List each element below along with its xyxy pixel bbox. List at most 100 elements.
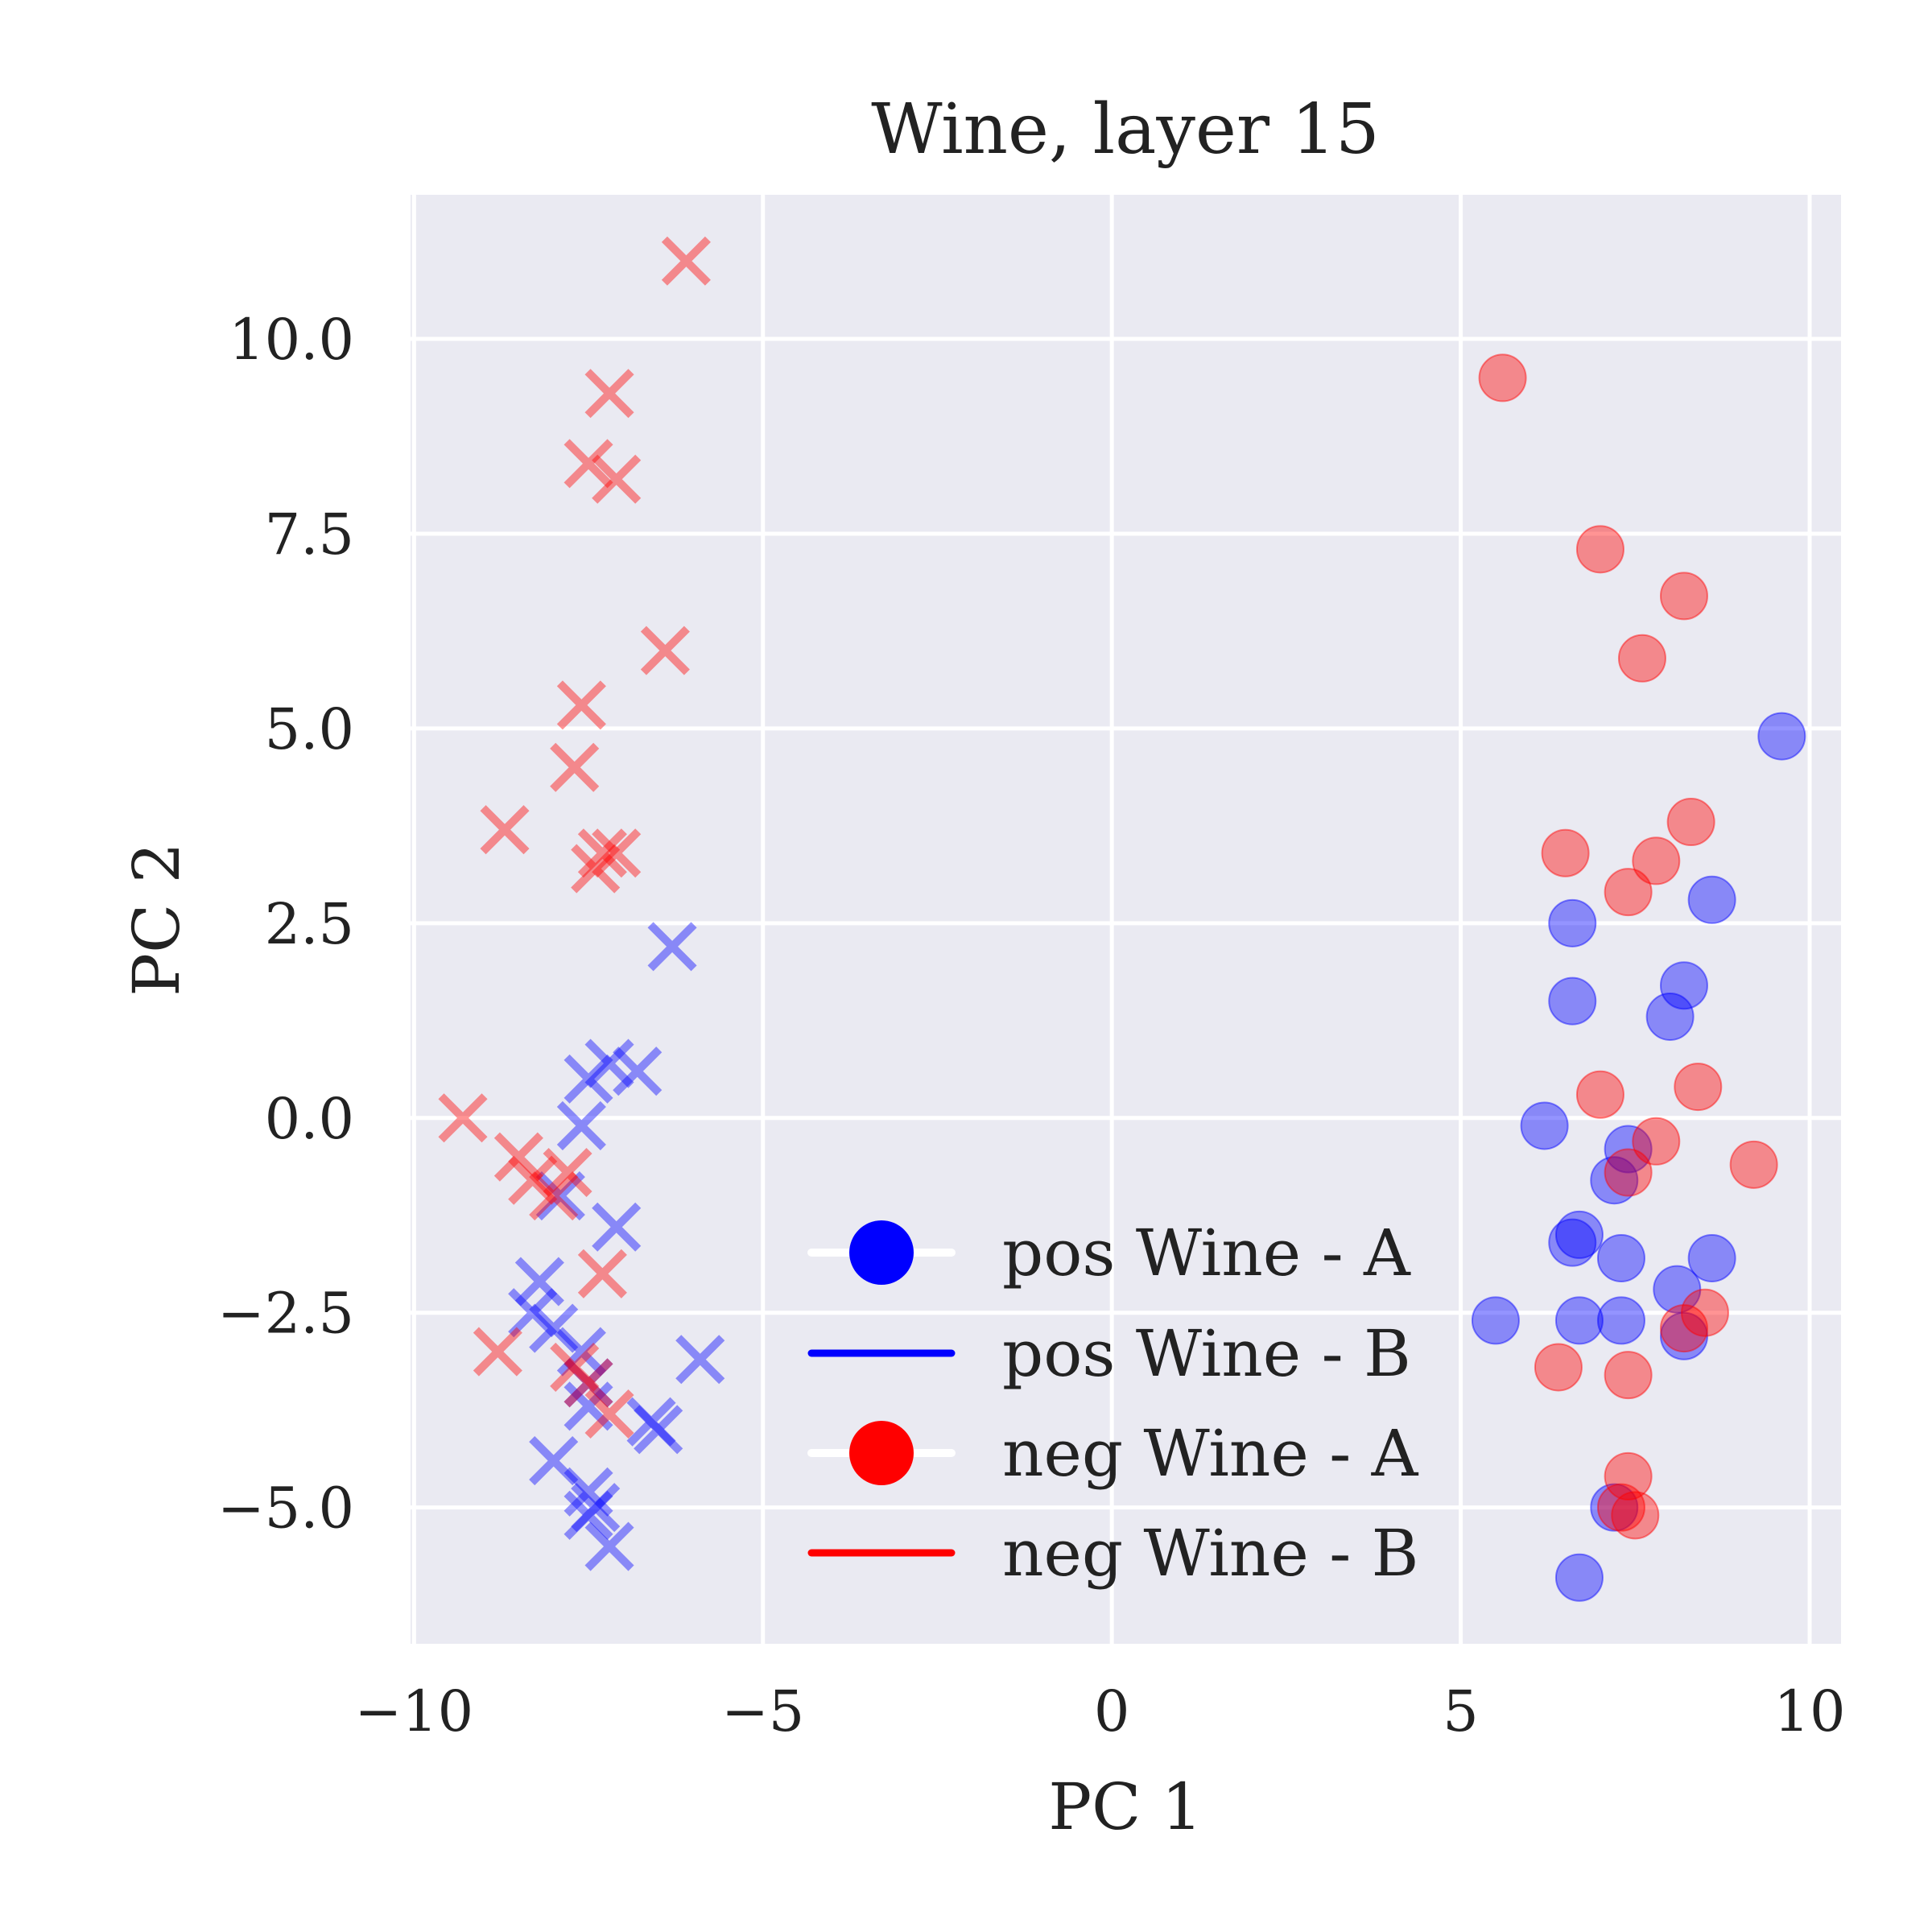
data-point (1596, 1296, 1645, 1345)
y-tick-label: 2.5 (265, 891, 354, 957)
data-point (508, 1155, 558, 1205)
data-point (626, 1397, 676, 1447)
grid-lines (411, 195, 1841, 1644)
data-point (584, 369, 634, 419)
data-point (1604, 1125, 1653, 1174)
data-point (529, 1171, 579, 1221)
data-point (1687, 1233, 1736, 1282)
data-point (1471, 1296, 1520, 1345)
data-point (1590, 1156, 1639, 1205)
y-axis-title: PC 2 (119, 842, 194, 996)
data-point (1604, 868, 1653, 917)
series-pos-wine-b (508, 922, 725, 1571)
y-tick-label: 7.5 (265, 502, 354, 568)
data-point (1687, 875, 1736, 924)
data-point (1632, 1117, 1681, 1166)
data-point (1666, 798, 1715, 847)
data-point (577, 1249, 627, 1298)
data-point (438, 1093, 488, 1143)
data-point (1520, 1101, 1569, 1150)
data-points (438, 236, 1806, 1602)
data-point (1659, 1311, 1708, 1360)
data-point (1680, 1288, 1729, 1337)
y-tick-label: −5.0 (217, 1476, 354, 1542)
data-point (1534, 1343, 1583, 1392)
data-point (550, 1342, 600, 1392)
x-tick-label: −10 (354, 1678, 473, 1744)
y-tick-label: 5.0 (265, 696, 354, 762)
data-point (556, 680, 606, 730)
data-point (1554, 1553, 1604, 1602)
data-point (1575, 1070, 1624, 1119)
data-point (592, 828, 642, 878)
data-point (1604, 1451, 1653, 1501)
data-point (493, 1132, 543, 1182)
data-point (529, 1303, 579, 1353)
data-point (1596, 1483, 1645, 1532)
data-point (564, 1490, 613, 1540)
data-point (634, 1405, 683, 1455)
series-neg-wine-b (438, 236, 711, 1439)
x-tick-label: 10 (1773, 1678, 1845, 1744)
data-point (577, 828, 627, 878)
legend-swatch-marker (849, 1421, 914, 1485)
y-tick-label: 0.0 (265, 1086, 354, 1152)
legend-label: pos Wine - A (1002, 1216, 1411, 1290)
x-tick-label: 5 (1443, 1678, 1479, 1744)
data-point (1548, 1218, 1597, 1267)
data-point (1596, 1233, 1645, 1282)
data-point (480, 805, 530, 855)
y-tick-label: 10.0 (229, 307, 354, 373)
data-point (571, 1483, 621, 1533)
data-point (508, 1288, 558, 1338)
legend-item: pos Wine - B (807, 1316, 1411, 1391)
data-point (514, 1257, 564, 1307)
data-point (1729, 1140, 1778, 1189)
data-point (564, 1358, 613, 1408)
data-point (613, 1046, 663, 1096)
data-point (1632, 836, 1681, 886)
data-point (1548, 898, 1597, 947)
data-point (1757, 712, 1806, 761)
plot-background (411, 195, 1841, 1644)
data-point (592, 454, 642, 504)
data-point (640, 625, 690, 675)
legend-label: neg Wine - A (1002, 1416, 1419, 1491)
data-point (571, 844, 621, 894)
data-point (556, 1100, 606, 1150)
data-point (564, 439, 613, 489)
data-point (584, 1038, 634, 1088)
data-point (1604, 1148, 1653, 1197)
tick-labels: −10 −5 0 5 10 −5.0 −2.5 0.0 2.5 5.0 7.5 10.0 (217, 307, 1846, 1744)
data-point (1611, 1491, 1660, 1540)
series-neg-wine-a (1478, 353, 1778, 1540)
data-point (556, 1327, 606, 1377)
data-point (1659, 1304, 1708, 1353)
data-point (1541, 828, 1590, 877)
data-point (1575, 525, 1624, 574)
legend-item: neg Wine - B (807, 1516, 1418, 1591)
legend-item: neg Wine - A (807, 1416, 1419, 1491)
data-point (1659, 572, 1708, 621)
data-point (1674, 1063, 1723, 1112)
data-point (564, 1467, 613, 1517)
legend-item: pos Wine - A (807, 1216, 1411, 1290)
data-point (535, 1171, 585, 1221)
data-point (473, 1327, 522, 1377)
series-pos-wine-a (1471, 712, 1806, 1602)
data-point (1478, 353, 1527, 402)
data-point (543, 1147, 592, 1198)
data-point (564, 1054, 613, 1104)
data-point (564, 1358, 613, 1408)
data-point (1604, 1351, 1653, 1400)
data-point (564, 1381, 613, 1431)
data-point (1653, 1265, 1702, 1314)
data-point (592, 1202, 642, 1252)
data-point (1617, 634, 1666, 683)
data-point (1548, 976, 1597, 1026)
x-tick-label: 0 (1094, 1678, 1130, 1744)
data-point (550, 742, 600, 792)
legend: pos Wine - A pos Wine - B neg Wine - A neg … (807, 1216, 1419, 1591)
y-tick-label: −2.5 (217, 1281, 354, 1347)
